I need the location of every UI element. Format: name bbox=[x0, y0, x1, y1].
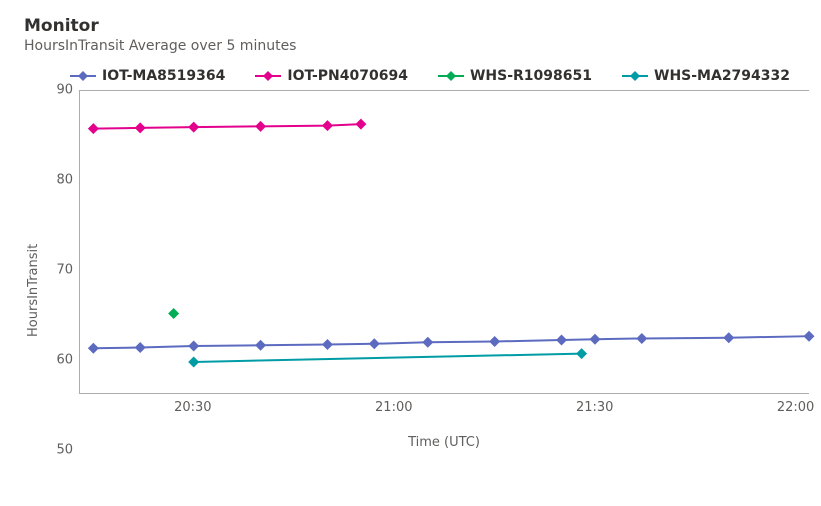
legend-item-whs-ma2794332[interactable]: WHS-MA2794332 bbox=[622, 68, 790, 84]
diamond-icon bbox=[255, 70, 281, 82]
grid-line bbox=[80, 90, 809, 91]
data-point[interactable] bbox=[636, 333, 647, 344]
y-tick: 60 bbox=[56, 354, 73, 367]
legend-label: WHS-R1098651 bbox=[470, 68, 592, 84]
y-axis-label: HoursInTransit bbox=[24, 90, 43, 450]
diamond-icon bbox=[70, 70, 96, 82]
chart-title: Monitor bbox=[24, 16, 809, 36]
diamond-icon bbox=[438, 70, 464, 82]
x-tick: 21:00 bbox=[375, 400, 412, 415]
y-tick: 70 bbox=[56, 264, 73, 277]
data-point[interactable] bbox=[723, 332, 734, 343]
data-point[interactable] bbox=[135, 122, 146, 133]
data-point[interactable] bbox=[255, 340, 266, 351]
data-point[interactable] bbox=[88, 343, 99, 354]
data-point[interactable] bbox=[322, 120, 333, 131]
legend-label: IOT-PN4070694 bbox=[287, 68, 408, 84]
series-line-whs-ma2794332 bbox=[194, 354, 582, 362]
x-tick: 20:30 bbox=[174, 400, 211, 415]
diamond-icon bbox=[622, 70, 648, 82]
x-axis: 20:3021:0021:3022:00 bbox=[79, 393, 809, 433]
legend-item-iot-ma8519364[interactable]: IOT-MA8519364 bbox=[70, 68, 225, 84]
y-tick: 80 bbox=[56, 174, 73, 187]
series-line-iot-ma8519364 bbox=[93, 336, 809, 348]
chart-svg bbox=[80, 90, 809, 393]
x-tick: 21:30 bbox=[576, 400, 613, 415]
data-point[interactable] bbox=[188, 122, 199, 133]
legend-item-iot-pn4070694[interactable]: IOT-PN4070694 bbox=[255, 68, 408, 84]
data-point[interactable] bbox=[188, 341, 199, 352]
data-point[interactable] bbox=[589, 334, 600, 345]
data-point[interactable] bbox=[135, 342, 146, 353]
y-tick: 90 bbox=[56, 84, 73, 97]
data-point[interactable] bbox=[255, 121, 266, 132]
data-point[interactable] bbox=[804, 331, 815, 342]
x-axis-label: Time (UTC) bbox=[79, 435, 809, 450]
chart-subtitle: HoursInTransit Average over 5 minutes bbox=[24, 38, 809, 54]
data-point[interactable] bbox=[556, 334, 567, 345]
data-point[interactable] bbox=[576, 348, 587, 359]
chart-canvas bbox=[79, 90, 809, 393]
series-line-iot-pn4070694 bbox=[93, 124, 361, 129]
data-point[interactable] bbox=[188, 356, 199, 367]
y-tick: 50 bbox=[56, 444, 73, 457]
legend-item-whs-r1098651[interactable]: WHS-R1098651 bbox=[438, 68, 592, 84]
data-point[interactable] bbox=[88, 123, 99, 134]
x-tick: 22:00 bbox=[777, 400, 814, 415]
data-point[interactable] bbox=[168, 308, 179, 319]
legend-label: WHS-MA2794332 bbox=[654, 68, 790, 84]
data-point[interactable] bbox=[369, 338, 380, 349]
plot-area: HoursInTransit 5060708090 20:3021:0021:3… bbox=[24, 90, 809, 450]
chart-panel: Monitor HoursInTransit Average over 5 mi… bbox=[0, 0, 821, 506]
y-axis: 5060708090 bbox=[43, 90, 79, 450]
data-point[interactable] bbox=[422, 337, 433, 348]
chart-legend: IOT-MA8519364 IOT-PN4070694 WHS-R1098651 WH… bbox=[70, 68, 809, 84]
data-point[interactable] bbox=[489, 336, 500, 347]
data-point[interactable] bbox=[322, 339, 333, 350]
data-point[interactable] bbox=[355, 119, 366, 130]
legend-label: IOT-MA8519364 bbox=[102, 68, 225, 84]
